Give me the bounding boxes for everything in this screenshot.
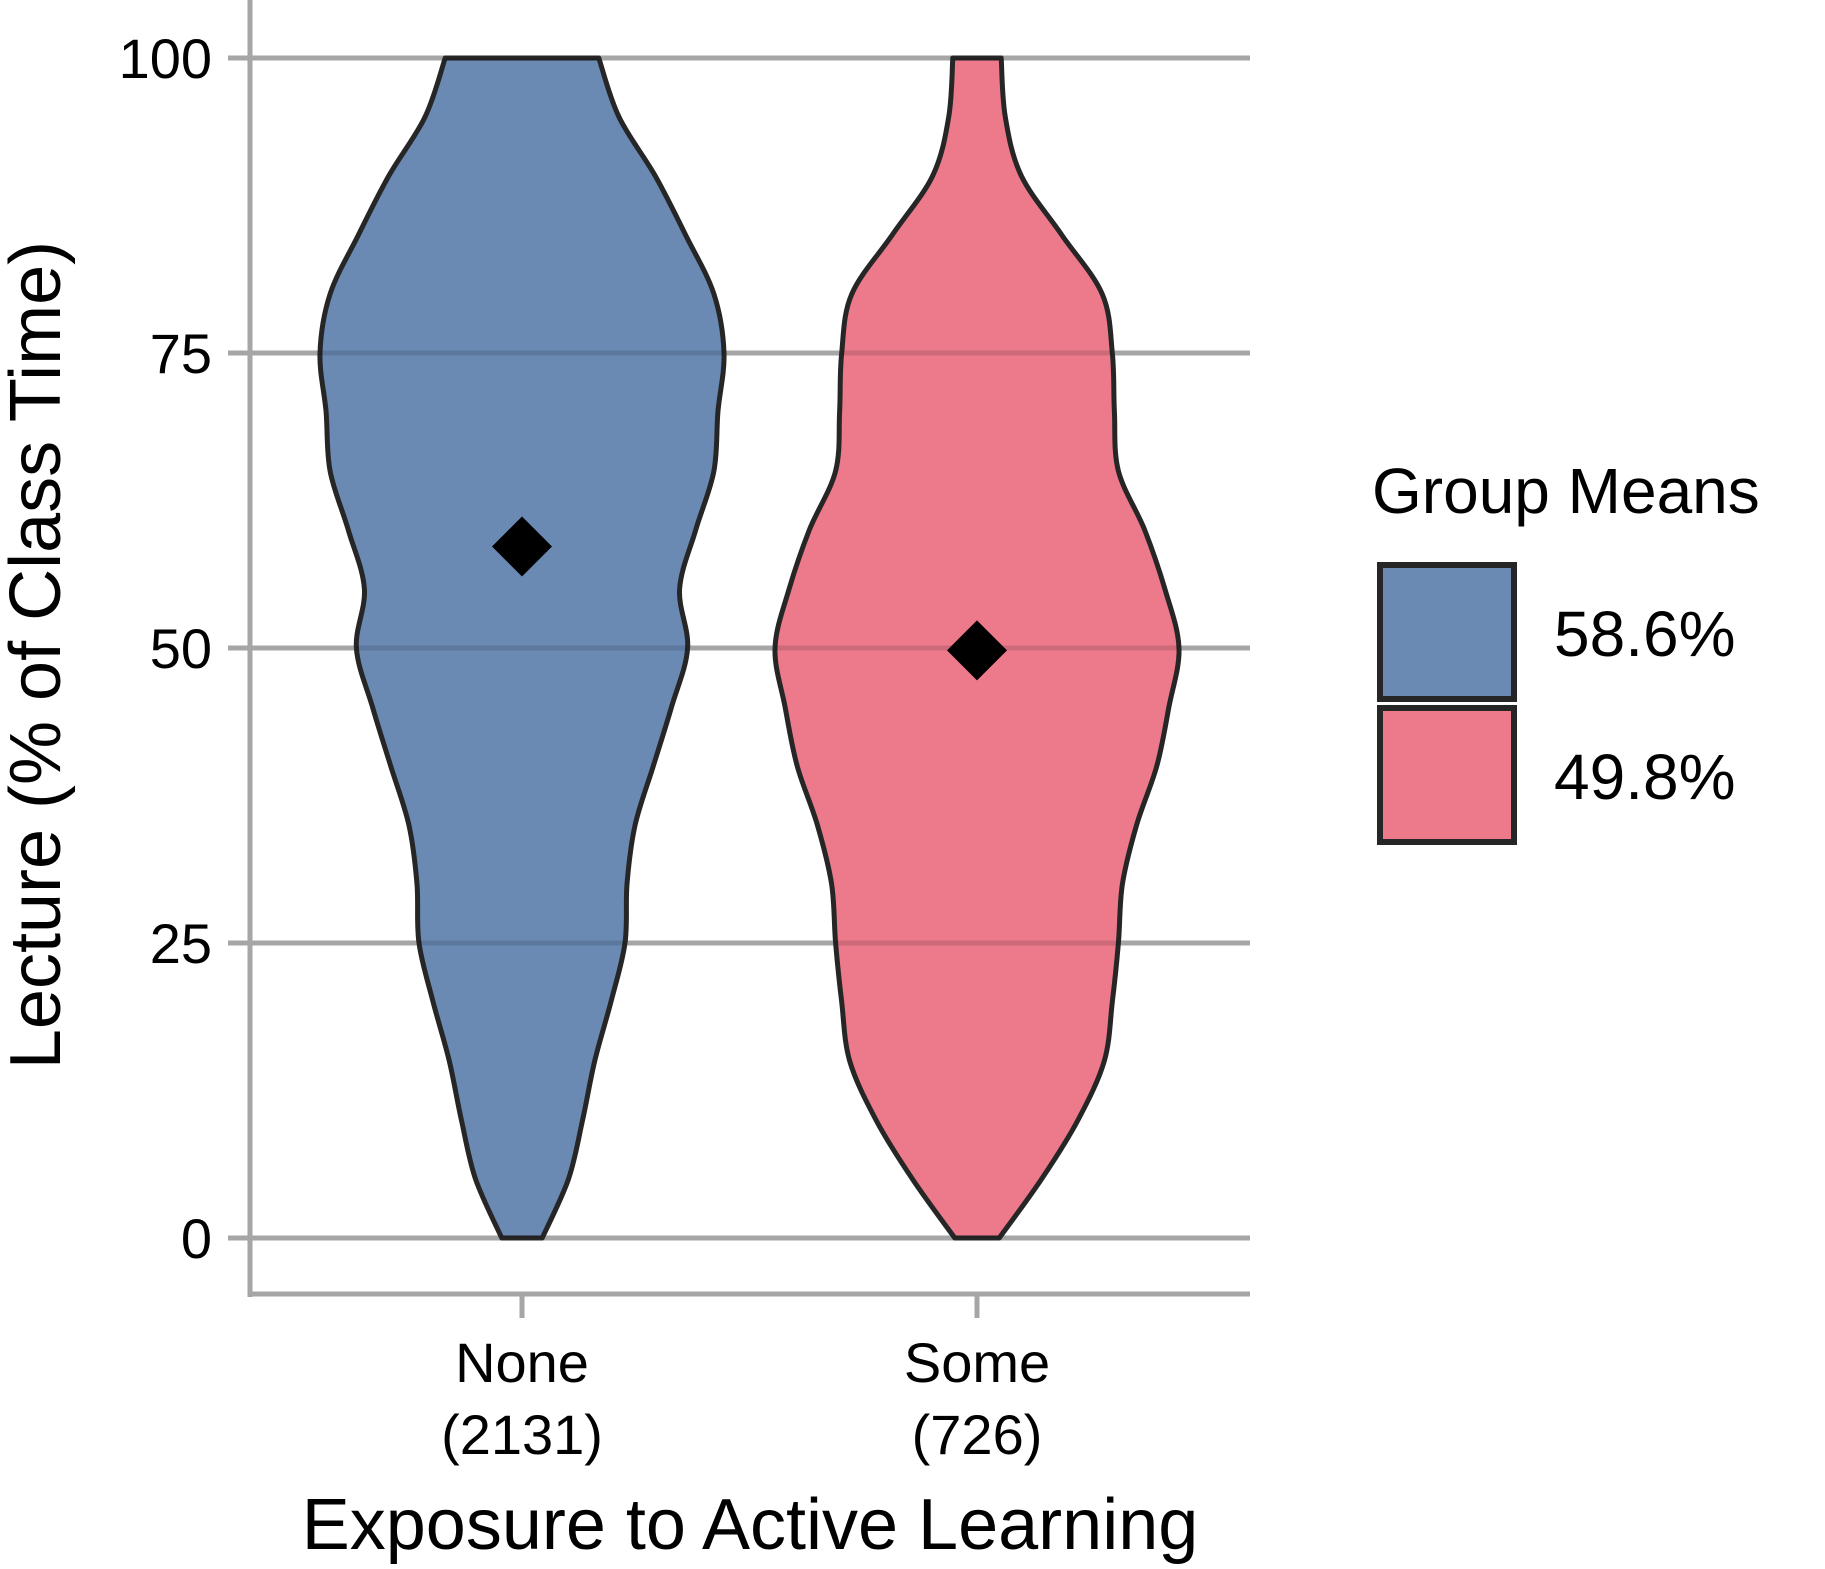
legend-label-blue: 58.6% (1554, 598, 1735, 670)
legend-swatch-blue (1377, 562, 1517, 702)
y-axis-title: Lecture (% of Class Time) (0, 241, 76, 1069)
x-tick-label-some: Some (904, 1331, 1050, 1394)
violin-none (317, 55, 727, 1241)
y-tick-label-0: 0 (181, 1207, 212, 1270)
mean-marker-none (492, 516, 552, 577)
x-tick-label-none: None (455, 1331, 589, 1394)
legend: Group Means 58.6% 49.8% (1372, 455, 1760, 845)
legend-swatch-red (1377, 705, 1517, 845)
x-tick-count-some: (726) (912, 1403, 1043, 1466)
y-tick-label-100: 100 (119, 27, 212, 90)
x-axis-title: Exposure to Active Learning (302, 1485, 1199, 1565)
y-ticks: 0 25 50 75 100 (119, 27, 250, 1270)
mean-marker-some (947, 620, 1007, 681)
y-tick-label-75: 75 (150, 322, 212, 385)
legend-label-red: 49.8% (1554, 741, 1735, 813)
legend-title: Group Means (1372, 455, 1760, 527)
y-tick-label-50: 50 (150, 617, 212, 680)
y-tick-label-25: 25 (150, 912, 212, 975)
x-tick-count-none: (2131) (441, 1403, 603, 1466)
grid-overlay-some (774, 58, 1180, 1238)
